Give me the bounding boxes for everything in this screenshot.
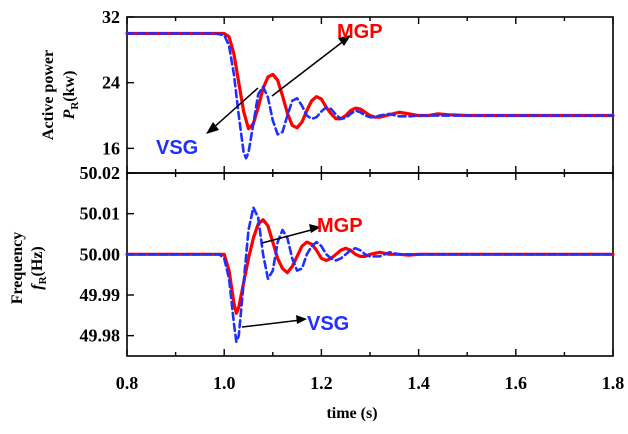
active-power-series-mgp [125, 31, 615, 131]
frequency-panel: 50.02 50.01 50.00 49.99 49.98 Frequency fR(H… [9, 163, 615, 357]
frequency-y-tick-label: 50.01 [80, 204, 121, 224]
x-tick-label: 1.2 [310, 373, 333, 393]
active-power-y-ticks: 16 24 32 [102, 7, 134, 158]
frequency-ylabel: Frequency [9, 232, 26, 305]
active-power-y-tick-label: 32 [102, 7, 120, 27]
active-power-panel: 16 24 32 Active power PR(kw) MGP VSG [40, 7, 615, 174]
mgp-arrow-bottom-head [309, 224, 321, 233]
mgp-annotation-top: MGP [337, 21, 383, 43]
mgp-arrow-top-head [338, 35, 351, 46]
vsg-arrow-bottom-shaft [241, 319, 302, 328]
active-power-ylabel-symbol-group: PR(kw) [61, 71, 81, 121]
active-power-series [125, 31, 615, 160]
vsg-arrow-bottom-head [296, 315, 307, 324]
vsg-arrow-top-shaft [211, 87, 259, 130]
active-power-x-ticks [126, 17, 614, 173]
frequency-y-ticks: 50.02 50.01 50.00 49.99 49.98 [80, 163, 134, 346]
x-axis-title: time (s) [326, 405, 377, 422]
mgp-annotation-bottom: MGP [317, 215, 363, 237]
active-power-y-tick-label: 24 [102, 73, 120, 93]
frequency-ylabel-sub: R [37, 275, 49, 284]
vsg-annotation-bottom: VSG [307, 313, 349, 335]
active-power-ylabel: Active power [40, 50, 57, 140]
active-power-y-tick-label: 16 [102, 138, 120, 158]
x-tick-label: 1.0 [213, 373, 236, 393]
frequency-y-tick-label: 50.00 [80, 244, 121, 264]
x-tick-label: 1.8 [602, 373, 625, 393]
frequency-frame [126, 172, 614, 357]
mgp-arrow-top-shaft [271, 39, 346, 97]
active-power-ylabel-symbol: P [61, 109, 78, 120]
x-tick-label: 0.8 [116, 373, 139, 393]
vsg-annotation-top: VSG [156, 137, 198, 159]
frequency-y-tick-label: 50.02 [80, 163, 121, 183]
active-power-ylabel-unit: (kw) [61, 71, 78, 102]
frequency-ylabel-symbol: f [29, 283, 46, 290]
frequency-series [125, 206, 615, 344]
x-tick-labels: 0.8 1.0 1.2 1.4 1.6 1.8 [116, 373, 625, 393]
x-tick-label: 1.6 [505, 373, 528, 393]
active-power-series-vsg [125, 32, 615, 160]
frequency-series-mgp [125, 218, 615, 315]
x-tick-label: 1.4 [407, 373, 430, 393]
frequency-series-vsg [125, 206, 615, 344]
active-power-ylabel-sub: R [69, 101, 81, 110]
frequency-ylabel-unit: (Hz) [29, 246, 46, 276]
mgp-arrow-bottom-shaft [261, 228, 316, 244]
frequency-y-tick-label: 49.98 [80, 326, 121, 346]
frequency-y-tick-label: 49.99 [80, 285, 121, 305]
frequency-x-ticks [126, 173, 614, 356]
vsg-arrow-top-head [206, 122, 219, 134]
frequency-ylabel-symbol-group: fR(Hz) [29, 246, 49, 289]
